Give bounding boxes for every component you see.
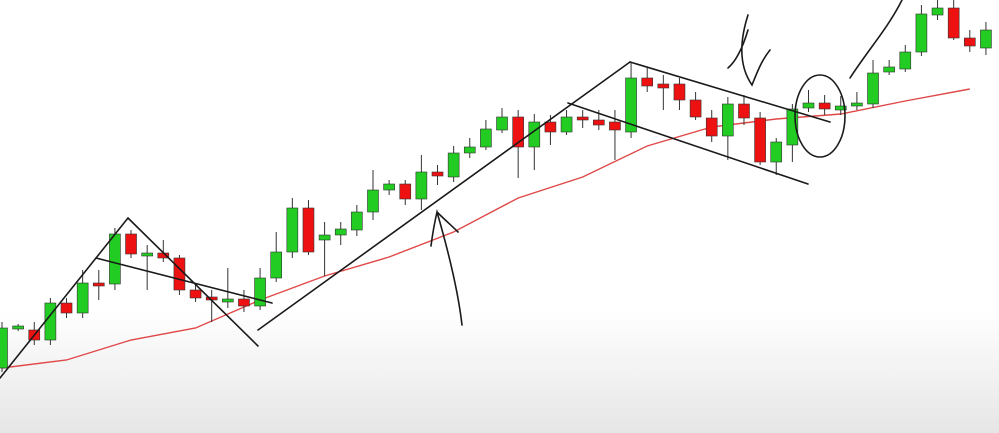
trend-line (629, 61, 831, 123)
candle-body (60, 302, 73, 314)
candle-body (12, 325, 24, 330)
candle-body (496, 116, 508, 131)
candle-body (738, 103, 750, 119)
candle-body (786, 108, 799, 146)
candle-body (318, 234, 331, 241)
candle-body (980, 29, 992, 49)
candle-body (754, 117, 766, 163)
candle-body (334, 228, 347, 236)
candle-body (109, 233, 121, 285)
candle-body (576, 116, 589, 121)
candle-body (593, 119, 605, 126)
candle-body (463, 146, 476, 154)
candle-body (286, 207, 299, 253)
arrow-down (727, 14, 771, 87)
candles (0, 0, 992, 372)
candle-body (367, 189, 379, 213)
candle-body (92, 282, 105, 287)
arrow-up (430, 208, 463, 326)
candle-body (673, 83, 686, 101)
candle-body (270, 251, 283, 279)
candle-body (657, 83, 670, 89)
candle-body (76, 282, 89, 314)
candle-body (431, 171, 444, 177)
candle-body (125, 233, 137, 255)
candle-body (447, 152, 460, 178)
candle-body (818, 102, 831, 110)
candle-body (415, 171, 428, 200)
candle-body (899, 51, 912, 70)
trend-line (0, 217, 129, 379)
candle-body (947, 7, 960, 39)
annotations (0, 0, 903, 379)
candle-body (931, 7, 944, 16)
background-fade (0, 310, 999, 433)
candle-body (963, 37, 976, 47)
candle-body (689, 99, 702, 118)
trend-line (567, 102, 809, 185)
candle-body (351, 211, 363, 231)
candle-body (222, 298, 234, 303)
candle-body (802, 102, 815, 109)
candle-body (851, 102, 863, 107)
candle-body (867, 72, 879, 105)
candle-body (44, 302, 57, 341)
candle-body (834, 105, 847, 111)
candle-body (770, 141, 783, 163)
candle-body (302, 207, 315, 253)
candle-body (399, 183, 412, 200)
candle-body (512, 116, 524, 148)
candle-body (915, 13, 928, 53)
candle-body (883, 66, 895, 73)
trend-line (95, 257, 273, 304)
trend-line (257, 61, 631, 331)
candle-body (383, 183, 395, 191)
arrow-stroke (849, 0, 903, 79)
candle-body (641, 77, 654, 87)
candle-body (254, 277, 266, 307)
moving-average (1, 88, 970, 369)
candle-body (560, 116, 573, 133)
candle-body (625, 77, 637, 133)
candle-body (722, 103, 734, 137)
candle-body (609, 121, 621, 131)
circle-mark (794, 74, 846, 158)
candle-body (0, 327, 8, 369)
candle-body (238, 298, 250, 307)
candle-body (480, 128, 492, 148)
candle-body (705, 117, 718, 137)
candle-body (544, 121, 557, 133)
candle-body (141, 252, 153, 257)
candle-body (173, 257, 186, 291)
candle-body (189, 289, 202, 299)
